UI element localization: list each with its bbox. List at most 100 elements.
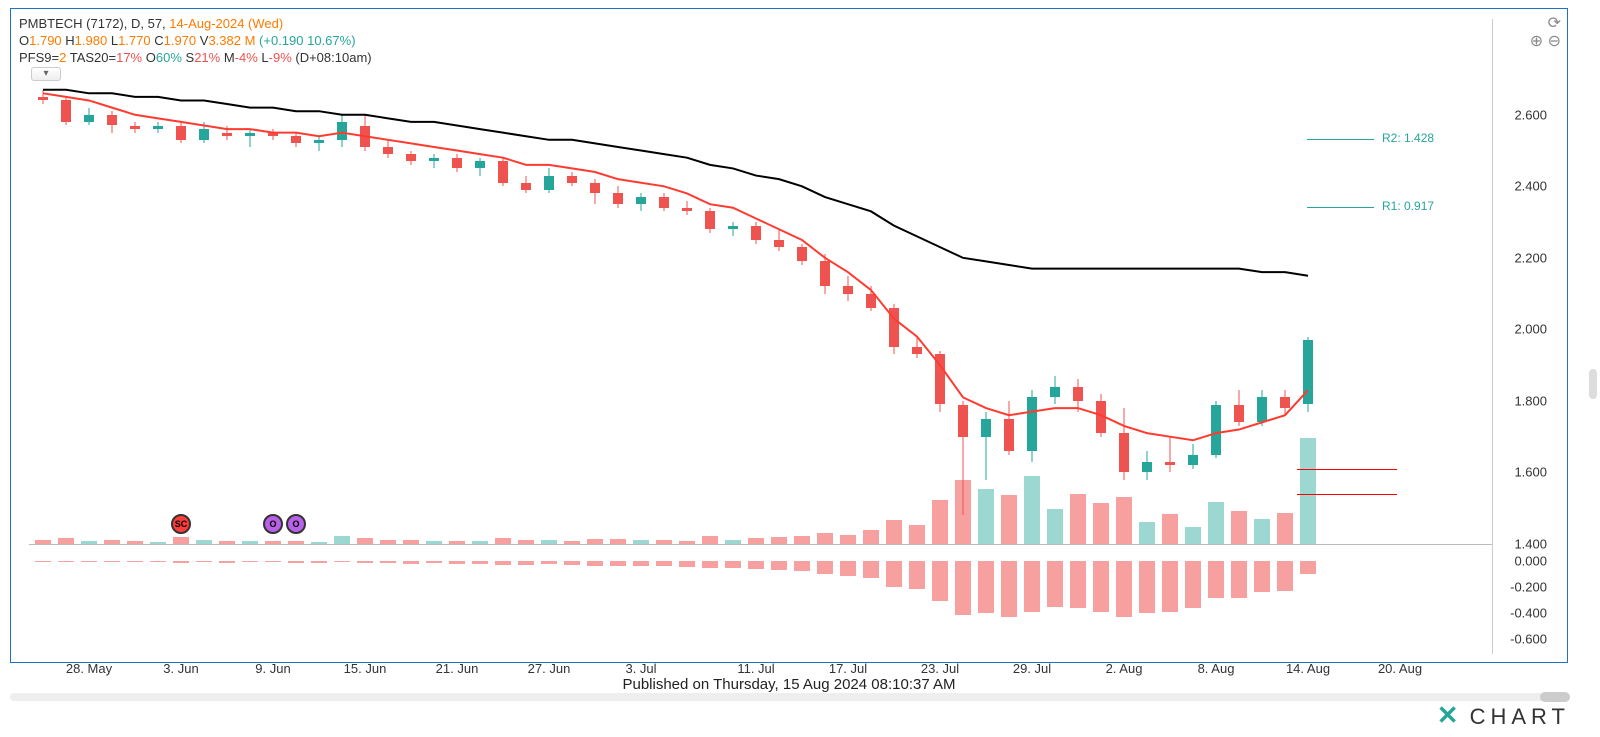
momentum-bar	[1231, 561, 1247, 599]
vertical-scrollbar[interactable]	[1589, 369, 1597, 399]
x-tick-label: 23. Jul	[921, 661, 959, 676]
xchart-logo: ✕ CHART	[1437, 700, 1570, 731]
momentum-bar	[771, 561, 787, 570]
x-tick-label: 28. May	[66, 661, 112, 676]
momentum-bar	[1208, 561, 1224, 599]
horizontal-scrollbar[interactable]	[10, 693, 1570, 701]
date-label: 14-Aug-2024 (Wed)	[169, 16, 283, 31]
refresh-icon[interactable]: ⟳	[1530, 15, 1561, 33]
marker-o[interactable]: O	[263, 514, 283, 534]
momentum-bar	[449, 561, 465, 565]
momentum-bar	[1185, 561, 1201, 608]
momentum-bar	[909, 561, 925, 590]
volume-bar	[472, 541, 488, 544]
momentum-bar	[886, 561, 902, 587]
volume-bar	[817, 533, 833, 544]
momentum-bar	[541, 561, 557, 565]
volume-bar	[541, 540, 557, 544]
momentum-bar	[610, 561, 626, 567]
open-value: 1.790	[29, 33, 62, 48]
momentum-bar	[1116, 561, 1132, 617]
volume-bar	[840, 535, 856, 544]
momentum-bar	[679, 561, 695, 567]
marker-sc[interactable]: SC	[171, 514, 191, 534]
x-tick-label: 3. Jul	[625, 661, 656, 676]
zoom-out-icon[interactable]: ⊖	[1548, 33, 1561, 50]
momentum-bar	[35, 561, 51, 562]
momentum-bar	[1139, 561, 1155, 613]
low-value: 1.770	[118, 33, 151, 48]
volume-bar	[127, 541, 143, 544]
volume-bar	[909, 525, 925, 544]
momentum-bar	[150, 561, 166, 563]
volume-bar	[1208, 502, 1224, 544]
volume-bar	[1047, 509, 1063, 544]
price-tick-label: 2.600	[1514, 107, 1547, 122]
momentum-tick-label: -0.600	[1510, 632, 1547, 647]
momentum-bar	[863, 561, 879, 579]
x-tick-label: 27. Jun	[528, 661, 571, 676]
volume-bar	[886, 520, 902, 544]
momentum-bar	[794, 561, 810, 572]
volume-bar	[150, 542, 166, 545]
momentum-bar	[1001, 561, 1017, 617]
momentum-bar	[495, 561, 511, 565]
chart-frame: PMBTECH (7172), D, 57, 14-Aug-2024 (Wed)…	[10, 8, 1568, 663]
volume-bar	[1139, 522, 1155, 544]
momentum-bar	[1024, 561, 1040, 612]
price-tick-label: 1.600	[1514, 465, 1547, 480]
momentum-bar	[1070, 561, 1086, 609]
r2-label: R2: 1.428	[1382, 131, 1434, 145]
volume-bar	[242, 541, 258, 544]
volume-bar	[587, 539, 603, 544]
symbol-label: PMBTECH (7172)	[19, 16, 124, 31]
volume-bar	[426, 541, 442, 544]
timeframe-dropdown[interactable]: ▾	[31, 67, 61, 81]
x-tick-label: 14. Aug	[1286, 661, 1330, 676]
volume-bar	[702, 536, 718, 544]
zoom-in-icon[interactable]: ⊕	[1530, 33, 1543, 50]
x-tick-label: 2. Aug	[1106, 661, 1143, 676]
volume-bar	[1300, 438, 1316, 544]
momentum-tick-label: -0.200	[1510, 579, 1547, 594]
marker-o[interactable]: O	[286, 514, 306, 534]
momentum-bar	[1093, 561, 1109, 613]
volume-bar	[288, 541, 304, 544]
momentum-bar	[242, 561, 258, 563]
momentum-bar	[702, 561, 718, 569]
momentum-bar	[1047, 561, 1063, 607]
momentum-bar	[81, 561, 97, 563]
x-tick-label: 11. Jul	[737, 661, 774, 676]
x-tick-label: 20. Aug	[1378, 661, 1422, 676]
volume-bar	[196, 540, 212, 544]
x-tick-label: 21. Jun	[436, 661, 479, 676]
r1-line	[1307, 207, 1374, 208]
volume-bar	[1254, 519, 1270, 544]
volume-bar	[104, 540, 120, 544]
volume-bar	[265, 541, 281, 544]
momentum-bar	[311, 561, 327, 563]
momentum-bar	[1254, 561, 1270, 592]
volume-bar	[380, 540, 396, 544]
r1-label: R1: 0.917	[1382, 199, 1434, 213]
momentum-bar	[127, 561, 143, 563]
price-tick-label: 1.400	[1514, 537, 1547, 552]
logo-x-icon: ✕	[1437, 700, 1459, 730]
momentum-bar	[173, 561, 189, 563]
close-value: 1.970	[164, 33, 197, 48]
momentum-bar	[334, 561, 350, 562]
volume-bar	[1162, 514, 1178, 544]
momentum-bar	[840, 561, 856, 576]
volume-bar	[1116, 497, 1132, 544]
x-tick-label: 17. Jul	[829, 661, 867, 676]
volume-bar	[1001, 495, 1017, 544]
published-caption: Published on Thursday, 15 Aug 2024 08:10…	[0, 676, 1578, 693]
momentum-bar	[426, 561, 442, 564]
volume-bar	[863, 530, 879, 544]
momentum-bar	[357, 561, 373, 563]
momentum-bar	[472, 561, 488, 564]
momentum-bar	[288, 561, 304, 563]
momentum-bar	[1277, 561, 1293, 591]
chart-plot-area[interactable]: R1: 0.917R2: 1.428SCOO28. May3. Jun9. Ju…	[29, 19, 1493, 654]
momentum-bar	[564, 561, 580, 565]
